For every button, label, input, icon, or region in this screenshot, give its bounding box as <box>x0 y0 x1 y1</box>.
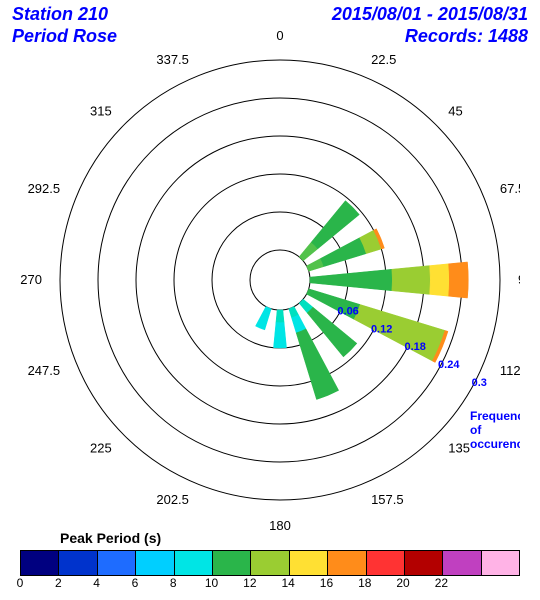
angle-label: 0 <box>276 28 283 43</box>
freq-label: Frequency <box>470 409 520 423</box>
ring-tick-label: 0.3 <box>472 377 487 389</box>
legend-swatch <box>175 551 213 575</box>
angle-label: 22.5 <box>371 52 396 67</box>
angle-label: 135 <box>448 440 470 455</box>
rose-bar-segment <box>320 238 366 267</box>
rose-bar-segment <box>449 262 469 298</box>
angle-label: 225 <box>90 440 112 455</box>
legend-tick-label: 20 <box>396 576 409 590</box>
legend-ticks: 0 2 4 6 8 10 12 14 16 18 20 22 <box>20 576 518 592</box>
rose-bar-segment <box>354 305 445 361</box>
freq-label: of <box>470 423 482 437</box>
legend-tick-label: 6 <box>132 576 139 590</box>
ring-tick-label: 0.18 <box>404 341 425 353</box>
rose-bar-segment <box>256 306 272 329</box>
ring-tick-label: 0.12 <box>371 323 392 335</box>
legend-tick-label: 2 <box>55 576 62 590</box>
angle-label: 112.5 <box>500 363 520 378</box>
legend-swatch <box>251 551 289 575</box>
legend-tick-label: 12 <box>243 576 256 590</box>
chart-container: Station 210 Period Rose 2015/08/01 - 201… <box>0 0 540 600</box>
rose-bar-segment <box>310 276 323 284</box>
legend-tick-label: 14 <box>281 576 294 590</box>
legend-swatch <box>405 551 443 575</box>
legend-area: Peak Period (s) 0 2 4 6 8 10 12 14 16 18 20 22 <box>0 530 540 600</box>
legend-tick-label: 4 <box>93 576 100 590</box>
legend-tick-label: 10 <box>205 576 218 590</box>
angle-label: 202.5 <box>156 492 189 507</box>
angle-label: 180 <box>269 518 291 530</box>
rose-bar-segment <box>276 310 284 323</box>
legend-swatch <box>328 551 366 575</box>
legend-tick-label: 16 <box>320 576 333 590</box>
legend-swatch <box>443 551 481 575</box>
rose-bar-segment <box>430 264 450 296</box>
legend-swatch <box>136 551 174 575</box>
legend-swatch <box>21 551 59 575</box>
polar-rose-chart: 022.54567.590112.5135157.5180202.5225247… <box>20 10 520 510</box>
polar-svg: 0 22.5 45 67.5 90 112.5 135 157.5 180 202.5 225 247… <box>20 10 520 530</box>
angle-label: 270 <box>20 272 42 287</box>
angle-label: 90 <box>518 272 520 287</box>
angle-label: 315 <box>90 104 112 119</box>
legend-tick-label: 0 <box>17 576 24 590</box>
legend-colorbar <box>20 550 520 576</box>
legend-tick-label: 22 <box>435 576 448 590</box>
angle-label: 45 <box>448 104 462 119</box>
legend-swatch <box>213 551 251 575</box>
legend-swatch <box>98 551 136 575</box>
ring-tick-label: 0.24 <box>438 359 460 371</box>
angle-label: 67.5 <box>500 181 520 196</box>
angle-label: 247.5 <box>28 363 61 378</box>
angle-label: 337.5 <box>156 52 189 67</box>
rose-bar-segment <box>273 322 286 348</box>
rose-bar-segment <box>322 269 392 291</box>
legend-swatch <box>290 551 328 575</box>
legend-swatch <box>367 551 405 575</box>
angle-label: 157.5 <box>371 492 404 507</box>
legend-tick-label: 8 <box>170 576 177 590</box>
ring-tick-label: 0.06 <box>337 306 358 318</box>
legend-swatch <box>482 551 519 575</box>
freq-label: occurence <box>470 437 520 451</box>
rose-bar-segment <box>392 266 431 295</box>
legend-title: Peak Period (s) <box>60 530 161 546</box>
legend-tick-label: 18 <box>358 576 371 590</box>
angle-label: 292.5 <box>28 181 61 196</box>
legend-swatch <box>59 551 97 575</box>
